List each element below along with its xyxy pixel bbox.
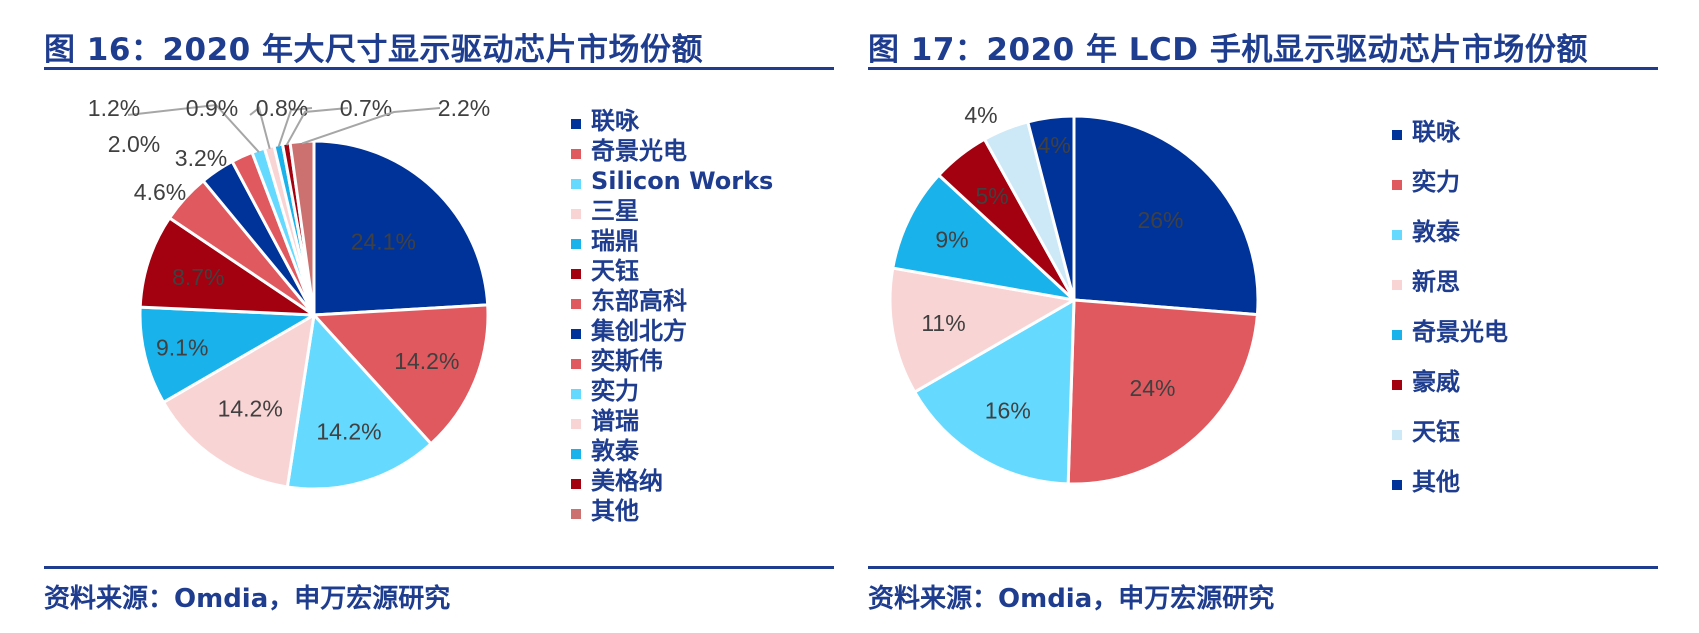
legend-label: 天钰 <box>591 257 639 285</box>
legend-label: 东部高科 <box>591 287 687 315</box>
legend-swatch <box>1392 230 1402 240</box>
legend-label: 其他 <box>1412 468 1460 496</box>
legend-swatch <box>571 269 581 279</box>
pie-slice <box>288 139 316 317</box>
legend-label: 瑞鼎 <box>591 227 639 255</box>
pie-slice <box>1066 298 1259 486</box>
source-note-right: 资料来源：Omdia，申万宏源研究 <box>868 584 1275 614</box>
leader-line <box>127 103 260 153</box>
legend-swatch <box>571 509 581 519</box>
legend-label: 美格纳 <box>591 467 663 495</box>
title-rule-left <box>44 67 834 70</box>
pie-slice <box>138 216 316 317</box>
legend-swatch <box>571 329 581 339</box>
pie-label: 8.7% <box>172 264 224 290</box>
pie-slice <box>161 313 316 489</box>
pie-label: 5% <box>975 183 1008 209</box>
pie-slice <box>138 305 316 404</box>
pie-label: 14.2% <box>394 348 459 374</box>
pie-label: 26% <box>1137 207 1183 233</box>
pie-label: 11% <box>921 310 965 336</box>
pie-label: 24% <box>1129 375 1175 401</box>
legend-label: 天钰 <box>1412 418 1460 446</box>
pie-slice <box>312 139 490 317</box>
pie-slice <box>285 313 433 491</box>
pie-label: 14.2% <box>316 419 381 445</box>
legend-swatch <box>571 239 581 249</box>
legend-label: 敦泰 <box>591 437 640 465</box>
legend-swatch <box>571 209 581 219</box>
legend-swatch <box>571 389 581 399</box>
pie-label: 24.1% <box>351 229 416 255</box>
pie-label: 0.9% <box>186 95 238 121</box>
source-note-left: 资料来源：Omdia，申万宏源研究 <box>44 584 451 614</box>
legend-swatch <box>1392 430 1402 440</box>
pie-label: 14.2% <box>218 395 283 421</box>
legend-label: 奕斯伟 <box>591 347 663 375</box>
legend-swatch <box>1392 330 1402 340</box>
legend-swatch <box>1392 480 1402 490</box>
pie-label: 4% <box>964 102 997 128</box>
legend-label: 奇景光电 <box>1412 318 1508 346</box>
legend-swatch <box>571 449 581 459</box>
pie-chart-left: 24.1% 14.2% 14.2% 14.2% 9.1% 8.7% 4.6% 3.2% 2.0%… <box>88 95 774 525</box>
legend-label: 其他 <box>591 497 639 525</box>
legend-label: 联咏 <box>1412 118 1461 146</box>
legend-label: 新思 <box>1412 268 1460 296</box>
legend-label: 集创北方 <box>590 317 687 345</box>
legend-label: Silicon Works <box>591 167 773 195</box>
chart-title-left: 图 16：2020 年大尺寸显示驱动芯片市场份额 <box>44 32 704 68</box>
pie-label: 1.2% <box>88 95 140 121</box>
pie-label: 16% <box>985 398 1031 424</box>
legend-label: 联咏 <box>591 107 640 135</box>
legend-label: 奕力 <box>591 377 639 405</box>
pie-slice <box>913 298 1076 486</box>
pie-label: 2.2% <box>438 95 490 121</box>
pie-slice <box>891 173 1076 302</box>
legend-swatch <box>1392 380 1402 390</box>
legend-label: 敦泰 <box>1412 218 1461 246</box>
legend-label: 三星 <box>591 197 639 225</box>
legend-label: 奕力 <box>1412 168 1460 196</box>
leader-line <box>285 107 349 146</box>
pie-slice <box>1026 114 1076 302</box>
leader-line <box>277 107 313 147</box>
title-rule-right <box>868 67 1658 70</box>
pie-label: 0.8% <box>256 95 308 121</box>
legend-label: 奇景光电 <box>591 137 687 165</box>
legend-swatch <box>1392 180 1402 190</box>
pie-slice <box>1072 114 1260 317</box>
pie-label: 9.1% <box>156 334 208 360</box>
legend-swatch <box>571 179 581 189</box>
legend-swatch <box>571 419 581 429</box>
pie-label: 9% <box>935 227 968 253</box>
legend-swatch <box>1392 130 1402 140</box>
pie-label: 4.6% <box>134 179 186 205</box>
leader-line <box>301 107 441 145</box>
chart-title-right: 图 17：2020 年 LCD 手机显示驱动芯片市场份额 <box>868 32 1588 68</box>
pie-label: 2.0% <box>108 131 160 157</box>
legend-swatch <box>571 149 581 159</box>
legend-swatch <box>571 359 581 369</box>
legend-swatch <box>571 119 581 129</box>
leader-line <box>249 106 271 150</box>
legend-label: 豪威 <box>1412 368 1460 396</box>
legend-swatch <box>571 299 581 309</box>
pie-label: 3.2% <box>175 145 227 171</box>
chart-panel-left: 图 16：2020 年大尺寸显示驱动芯片市场份额 24.1% 14.2% 14.2%… <box>44 0 834 633</box>
pie-slice <box>888 266 1076 394</box>
source-rule-right <box>868 566 1658 569</box>
legend-swatch <box>1392 280 1402 290</box>
legend-swatch <box>571 479 581 489</box>
pie-slice <box>312 303 490 446</box>
legend-label: 谱瑞 <box>591 407 639 435</box>
pie-label: 0.7% <box>340 95 392 121</box>
pie-label: 4% <box>1038 132 1071 158</box>
chart-panel-right: 图 17：2020 年 LCD 手机显示驱动芯片市场份额 26% 24% 16% 11… <box>868 0 1658 633</box>
source-rule-left <box>44 566 834 569</box>
